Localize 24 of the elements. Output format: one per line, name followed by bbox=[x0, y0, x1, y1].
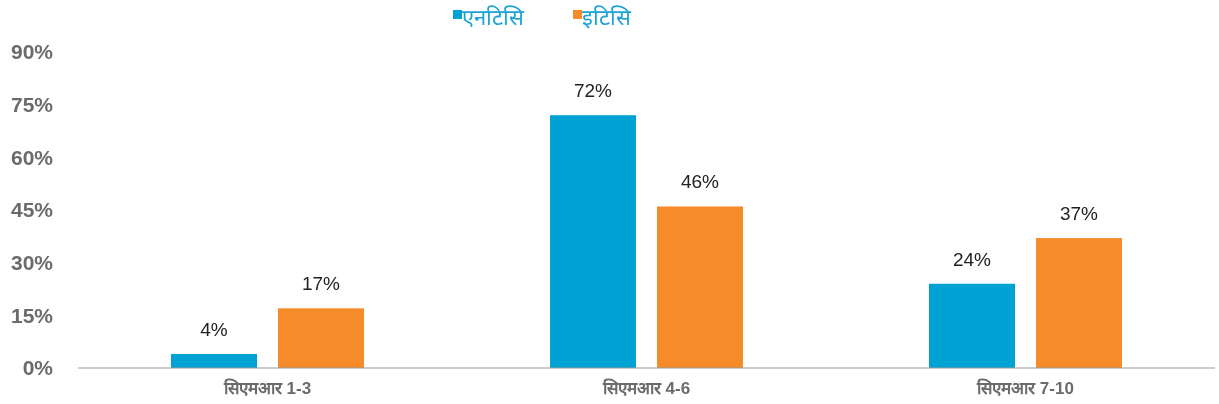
y-tick-label: 75% bbox=[10, 93, 54, 117]
y-tick-label: 15% bbox=[10, 303, 54, 327]
bar bbox=[657, 206, 743, 368]
x-tick-label: सिएमआर 7-10 bbox=[976, 378, 1074, 398]
bar bbox=[171, 353, 257, 368]
bar bbox=[1036, 238, 1122, 368]
x-tick-label: सिएमआर 4-6 bbox=[601, 378, 691, 398]
bar bbox=[278, 308, 364, 368]
data-label: 37% bbox=[1059, 203, 1099, 225]
y-tick-label: 60% bbox=[10, 145, 54, 169]
legend-label: इटिसि bbox=[582, 5, 632, 30]
data-label: 46% bbox=[680, 171, 720, 193]
data-label: 24% bbox=[952, 248, 992, 270]
bar bbox=[929, 283, 1015, 368]
y-tick-label: 45% bbox=[10, 198, 54, 222]
legend-label: एनटिसि bbox=[462, 5, 525, 30]
data-label: 4% bbox=[200, 318, 228, 340]
y-tick-label: 90% bbox=[10, 40, 54, 64]
x-tick-label: सिएमआर 1-3 bbox=[222, 378, 312, 398]
bar bbox=[550, 115, 636, 368]
data-label: 72% bbox=[573, 80, 613, 102]
data-label: 17% bbox=[301, 273, 341, 295]
y-tick-label: 0% bbox=[22, 356, 54, 380]
y-tick-label: 30% bbox=[10, 251, 54, 275]
